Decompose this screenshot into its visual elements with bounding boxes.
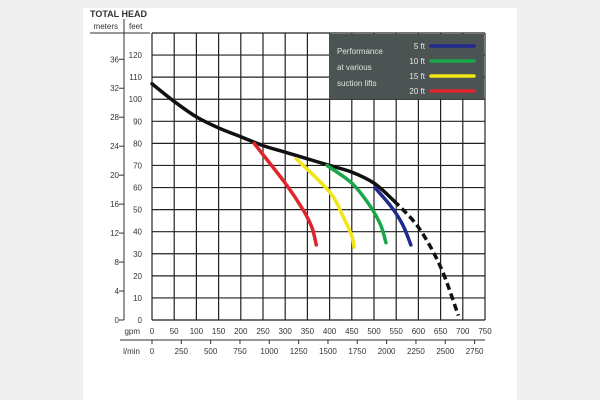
gpm-tick-label: 300 (279, 327, 293, 336)
feet-tick-label: 60 (133, 184, 142, 193)
legend-entry-label: 15 ft (409, 72, 425, 81)
legend-title-line: suction lifts (337, 79, 377, 88)
gpm-tick-label: 400 (323, 327, 337, 336)
feet-tick-label: 20 (133, 272, 142, 281)
curve-10ft-suction-lift (325, 163, 388, 245)
chart-title: TOTAL HEAD (90, 9, 148, 19)
gpm-tick-label: 750 (478, 327, 492, 336)
feet-tick-label: 90 (133, 117, 142, 126)
lpm-tick-label: 1250 (290, 347, 308, 356)
meters-unit-label: meters (94, 22, 118, 31)
lpm-tick-label: 2500 (436, 347, 454, 356)
gpm-unit-label: gpm (124, 327, 140, 336)
meter-tick-label: 32 (110, 84, 119, 93)
meter-tick-label: 4 (115, 287, 120, 296)
feet-tick-label: 40 (133, 228, 142, 237)
meter-tick-label: 12 (110, 229, 119, 238)
legend-entry-label: 20 ft (409, 87, 425, 96)
lpm-tick-label: 2250 (407, 347, 425, 356)
meter-tick-label: 8 (115, 258, 120, 267)
gpm-tick-label: 500 (367, 327, 381, 336)
curve-5ft-suction-lift (373, 185, 413, 247)
gpm-tick-label: 700 (456, 327, 470, 336)
meter-tick-label: 0 (115, 316, 120, 325)
lpm-tick-label: 1750 (348, 347, 366, 356)
gpm-tick-label: 600 (412, 327, 426, 336)
legend-entry-label: 5 ft (414, 42, 426, 51)
gpm-tick-label: 350 (301, 327, 315, 336)
feet-tick-label: 0 (138, 316, 143, 325)
curve-15ft-suction-lift (294, 157, 356, 249)
curve-main (150, 82, 396, 203)
curve-extrapolated (392, 199, 461, 317)
meter-tick-label: 28 (110, 113, 119, 122)
gpm-tick-label: 650 (434, 327, 448, 336)
feet-tick-label: 70 (133, 161, 142, 170)
feet-unit-label: feet (129, 22, 143, 31)
feet-tick-label: 30 (133, 250, 142, 259)
feet-tick-label: 100 (129, 95, 143, 104)
lpm-unit-label: l/min (123, 347, 140, 356)
lpm-tick-label: 0 (150, 347, 155, 356)
legend-title-line: Performance (337, 47, 383, 56)
lpm-tick-label: 1500 (319, 347, 337, 356)
gpm-tick-label: 200 (234, 327, 248, 336)
gpm-tick-label: 100 (190, 327, 204, 336)
gpm-tick-label: 250 (256, 327, 270, 336)
legend-title-line: at various (337, 63, 372, 72)
lpm-tick-label: 1000 (260, 347, 278, 356)
meter-tick-label: 36 (110, 55, 119, 64)
gpm-tick-label: 450 (345, 327, 359, 336)
gpm-tick-label: 150 (212, 327, 226, 336)
meter-tick-label: 16 (110, 200, 119, 209)
feet-tick-label: 120 (129, 51, 143, 60)
feet-tick-label: 80 (133, 139, 142, 148)
legend-entry-label: 10 ft (409, 57, 425, 66)
meter-tick-label: 20 (110, 171, 119, 180)
lpm-tick-label: 500 (204, 347, 218, 356)
lpm-tick-label: 2000 (378, 347, 396, 356)
curve-20ft-suction-lift (252, 141, 319, 247)
lpm-tick-label: 750 (233, 347, 247, 356)
gpm-tick-label: 550 (390, 327, 404, 336)
meter-tick-label: 24 (110, 142, 119, 151)
lpm-tick-label: 250 (175, 347, 189, 356)
feet-tick-label: 10 (133, 294, 142, 303)
gpm-tick-label: 50 (170, 327, 179, 336)
feet-tick-label: 50 (133, 206, 142, 215)
lpm-tick-label: 2750 (466, 347, 484, 356)
feet-tick-label: 110 (129, 73, 142, 82)
gpm-tick-label: 0 (150, 327, 155, 336)
